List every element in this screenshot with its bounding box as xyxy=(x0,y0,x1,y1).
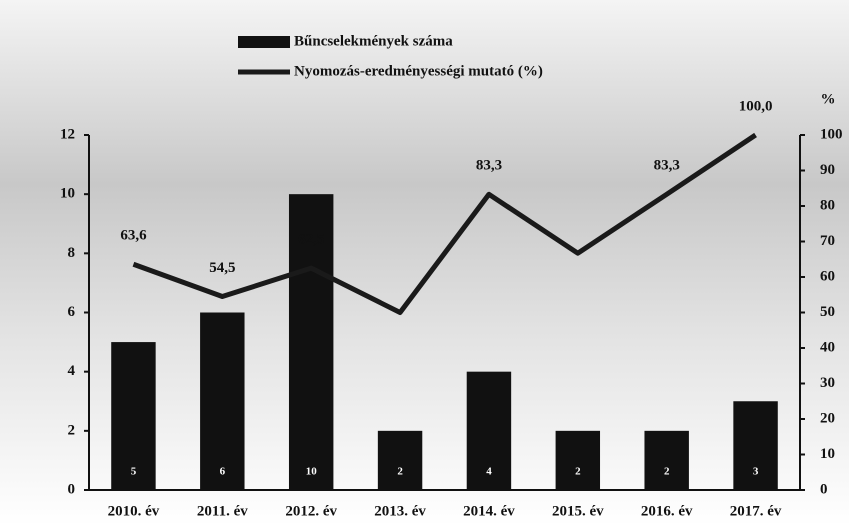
y-tick-label: 4 xyxy=(68,363,76,379)
y2-tick-label: 0 xyxy=(820,481,828,497)
line-value-label: 54,5 xyxy=(209,260,235,276)
x-tick-label: 2012. év xyxy=(285,503,337,519)
y2-tick-label: 60 xyxy=(820,268,835,284)
line-value-label: 83,3 xyxy=(476,158,502,174)
bar-value-label: 2 xyxy=(397,466,403,478)
bar-value-label: 2 xyxy=(664,466,670,478)
y-tick-label: 2 xyxy=(68,422,76,438)
y2-tick-label: 20 xyxy=(820,410,835,426)
bar-value-label: 5 xyxy=(131,466,137,478)
line-value-label: 83,3 xyxy=(654,158,680,174)
legend-label: Bűncselekmények száma xyxy=(294,33,453,49)
bar xyxy=(644,431,688,490)
y2-tick-label: 80 xyxy=(820,197,835,213)
x-tick-label: 2014. év xyxy=(463,503,515,519)
bar-value-label: 2 xyxy=(575,466,581,478)
legend-swatch xyxy=(238,36,290,48)
x-tick-label: 2017. év xyxy=(730,503,782,519)
y2-tick-label: 30 xyxy=(820,375,835,391)
bar-value-label: 6 xyxy=(220,466,226,478)
line-value-label: 100,0 xyxy=(739,98,773,114)
line-value-label: 63,6 xyxy=(120,228,147,244)
y-tick-label: 10 xyxy=(60,186,75,202)
y2-tick-label: 100 xyxy=(820,126,843,142)
line-value-label: 62,5 xyxy=(298,232,324,248)
y2-unit-label: % xyxy=(821,91,836,107)
x-tick-label: 2013. év xyxy=(374,503,426,519)
legend-label: Nyomozás-eredményességi mutató (%) xyxy=(294,63,543,79)
y2-tick-label: 50 xyxy=(820,304,835,320)
x-tick-label: 2016. év xyxy=(641,503,693,519)
bar-value-label: 4 xyxy=(486,466,492,478)
y2-tick-label: 40 xyxy=(820,339,835,355)
y2-tick-label: 70 xyxy=(820,233,835,249)
y-tick-label: 0 xyxy=(68,481,76,497)
page: {"chart_data": { "type": "bar-line", "ca… xyxy=(0,0,849,526)
bar xyxy=(378,431,422,490)
y-tick-label: 12 xyxy=(60,126,75,142)
bar-value-label: 10 xyxy=(306,466,318,478)
y2-tick-label: 10 xyxy=(820,446,835,462)
bar xyxy=(200,313,244,491)
y-tick-label: 8 xyxy=(68,245,76,261)
bar-value-label: 3 xyxy=(753,466,759,478)
bar xyxy=(556,431,600,490)
chart: 0 2 4 6 8 10 12 0 10 20 30 40 50 60 70 80 90 100% 2010. év… xyxy=(0,0,849,526)
y2-tick-label: 90 xyxy=(820,162,835,178)
x-tick-label: 2011. év xyxy=(197,503,248,519)
x-tick-label: 2010. év xyxy=(108,503,160,519)
y-tick-label: 6 xyxy=(68,304,76,320)
x-tick-label: 2015. év xyxy=(552,503,604,519)
